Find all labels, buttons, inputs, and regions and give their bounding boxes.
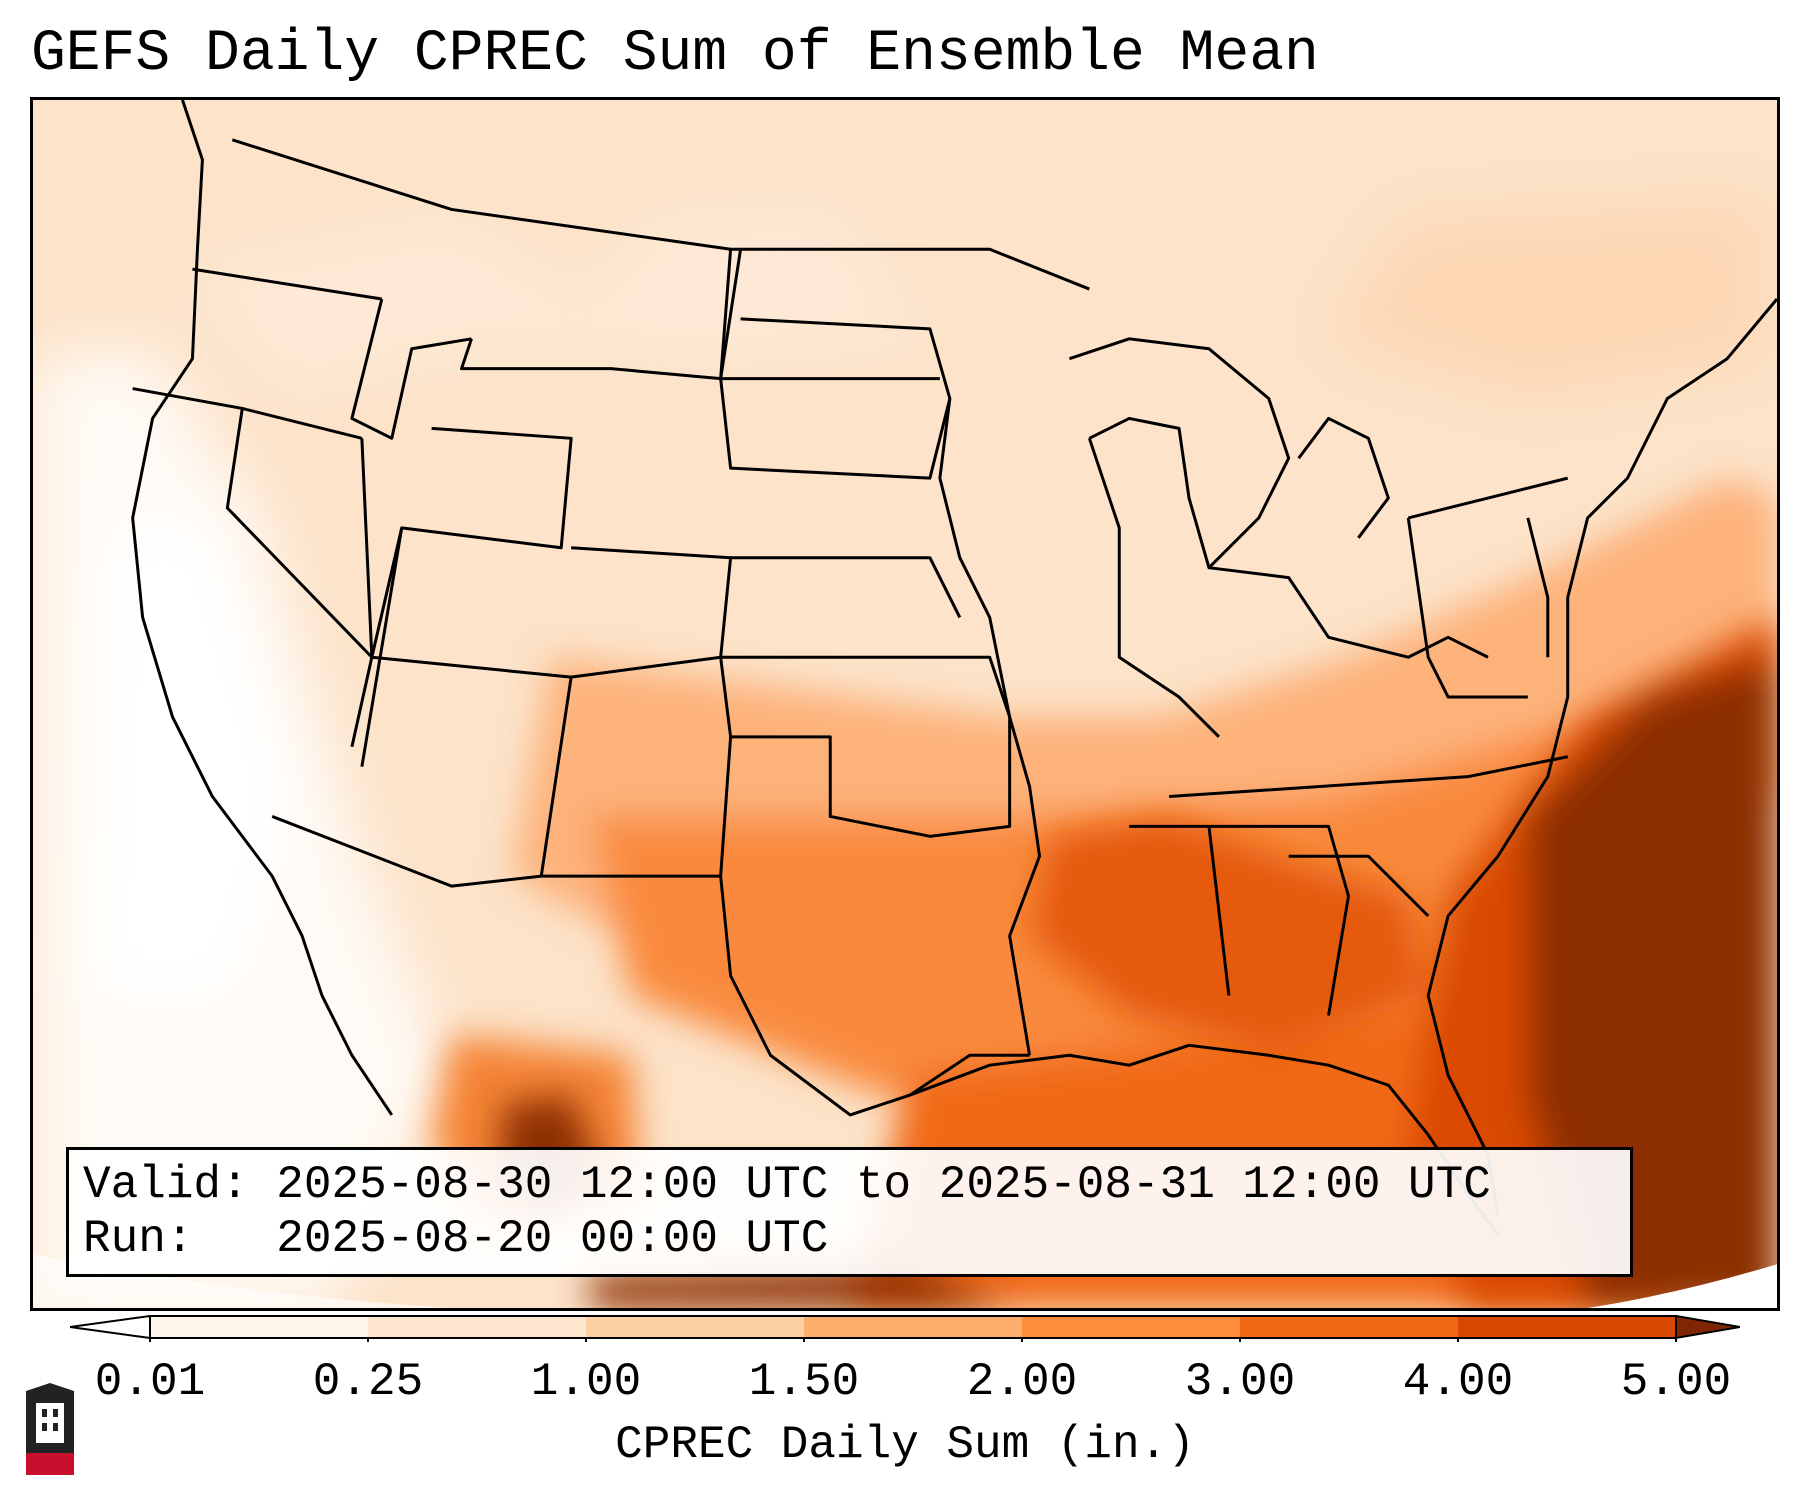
colorbar-segment [368,1316,587,1338]
colorbar-segment [1022,1316,1241,1338]
state-boundaries [131,100,1777,1236]
colorbar-tick-label: 2.00 [966,1356,1078,1408]
colorbar-svg [70,1314,1740,1342]
colorbar-tick-label: 0.25 [312,1356,424,1408]
colorbar-over-arrow [1675,1314,1740,1340]
colorbar [70,1312,1740,1342]
colorbar-tick-label: 1.00 [530,1356,642,1408]
map-canvas [33,100,1777,1308]
colorbar-label: CPREC Daily Sum (in.) [615,1419,1195,1471]
precipitation-map [30,97,1780,1311]
colorbar-segment [586,1316,805,1338]
colorbar-segment [804,1316,1023,1338]
map-title: GEFS Daily CPREC Sum of Ensemble Mean [31,22,1319,87]
colorbar-tick-label: 1.50 [748,1356,860,1408]
colorbar-border [149,1315,1677,1339]
valid-run-info-box: Valid: 2025-08-30 12:00 UTC to 2025-08-3… [66,1147,1633,1277]
colorbar-under-arrow [70,1314,151,1340]
colorbar-segment [150,1316,369,1338]
run-time: 2025-08-20 00:00 UTC [276,1213,829,1265]
colorbar-tick-label: 0.01 [94,1356,206,1408]
colorbar-segment [1458,1316,1677,1338]
colorbar-tick-label: 4.00 [1402,1356,1514,1408]
colorbar-segment [1240,1316,1459,1338]
niu-logo-band [26,1453,74,1475]
niu-logo-icon [26,1383,74,1475]
valid-label: Valid: [83,1159,249,1211]
run-label: Run: [83,1213,194,1265]
colorbar-tick-label: 3.00 [1184,1356,1296,1408]
valid-time-range: 2025-08-30 12:00 UTC to 2025-08-31 12:00… [276,1159,1491,1211]
colorbar-tick-label: 5.00 [1620,1356,1732,1408]
